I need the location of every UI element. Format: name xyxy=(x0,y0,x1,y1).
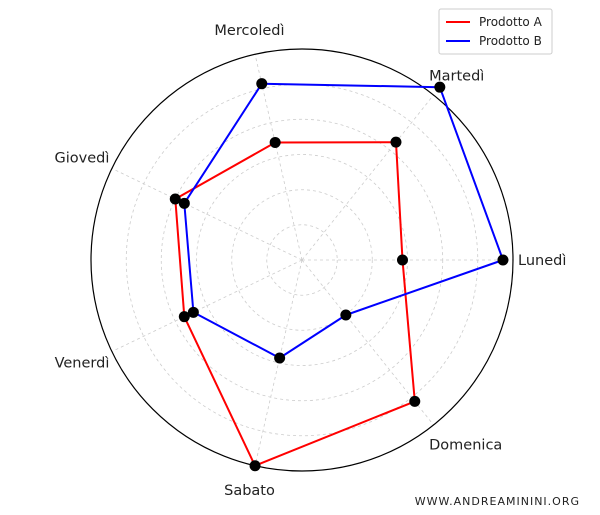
category-label-mercoledi: Mercoledì xyxy=(214,23,284,39)
point-prodotto-a-lunedi xyxy=(396,254,408,266)
radar-grid xyxy=(111,54,513,466)
point-prodotto-b-giovedi xyxy=(178,197,190,209)
point-prodotto-b-sabato xyxy=(274,352,286,364)
point-prodotto-b-lunedi xyxy=(497,254,509,266)
category-label-giovedi: Giovedì xyxy=(54,151,109,167)
point-prodotto-a-giovedi xyxy=(169,193,181,205)
point-prodotto-a-martedi xyxy=(390,136,402,148)
grid-spoke-martedi xyxy=(301,94,434,261)
grid-ring-2 xyxy=(231,189,373,331)
grid-spoke-sabato xyxy=(254,259,303,466)
point-prodotto-b-mercoledi xyxy=(256,78,268,90)
series-line-prodotto-b xyxy=(183,82,504,359)
grid-spoke-venerdi xyxy=(111,259,303,352)
category-label-venerdi: Venerdì xyxy=(55,355,110,371)
point-prodotto-a-venerdi xyxy=(178,311,190,323)
category-label-sabato: Sabato xyxy=(224,483,275,499)
category-labels: Lunedì Martedì Mercoledì Giovedì Venerdì Saba… xyxy=(54,23,566,499)
point-prodotto-a-mercoledi xyxy=(269,136,281,148)
point-prodotto-b-venerdi xyxy=(187,306,199,318)
point-prodotto-a-domenica xyxy=(409,395,421,407)
legend-frame xyxy=(438,8,553,55)
watermark: WWW.ANDREAMININI.ORG xyxy=(414,495,580,508)
legend-label-prodotto-b: Prodotto B xyxy=(479,34,542,48)
radar-series xyxy=(169,78,509,472)
radar-outer-frame xyxy=(90,48,514,472)
series-line-prodotto-a xyxy=(174,141,416,467)
point-prodotto-a-sabato xyxy=(249,460,261,472)
grid-ring-1 xyxy=(266,224,338,296)
category-label-martedi: Martedì xyxy=(429,68,484,84)
category-label-lunedi: Lunedì xyxy=(518,253,566,269)
legend: Prodotto A Prodotto B xyxy=(438,8,553,55)
grid-spoke-giovedi xyxy=(111,168,303,261)
legend-label-prodotto-a: Prodotto A xyxy=(479,15,543,29)
point-prodotto-b-martedi xyxy=(434,81,446,93)
category-label-domenica: Domenica xyxy=(429,438,502,454)
point-prodotto-b-domenica xyxy=(340,309,352,321)
